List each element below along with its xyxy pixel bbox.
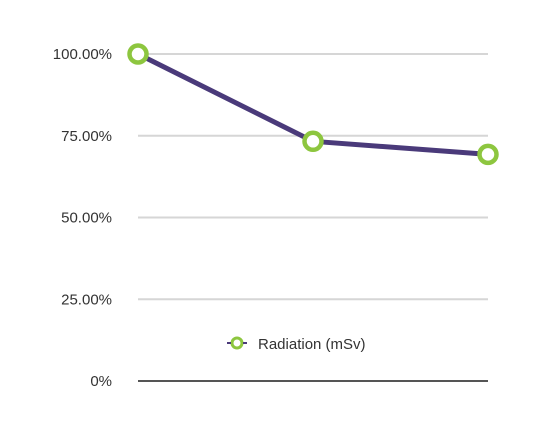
y-tick-label: 25.00%: [61, 291, 112, 308]
legend-label: Radiation (mSv): [258, 336, 366, 353]
y-tick-label: 75.00%: [61, 128, 112, 145]
data-point: [302, 130, 324, 153]
data-point: [127, 43, 149, 65]
series-group: [127, 43, 499, 166]
legend-marker: [230, 336, 244, 350]
y-axis-tick-labels: 0% 25.00% 50.00% 75.00% 100.00%: [53, 46, 112, 390]
y-tick-label: 0%: [90, 373, 112, 390]
y-tick-label: 100.00%: [53, 46, 112, 63]
y-tick-label: 50.00%: [61, 210, 112, 227]
grid-lines: [138, 53, 488, 301]
legend: Radiation (mSv): [227, 336, 366, 353]
data-point: [477, 143, 499, 166]
